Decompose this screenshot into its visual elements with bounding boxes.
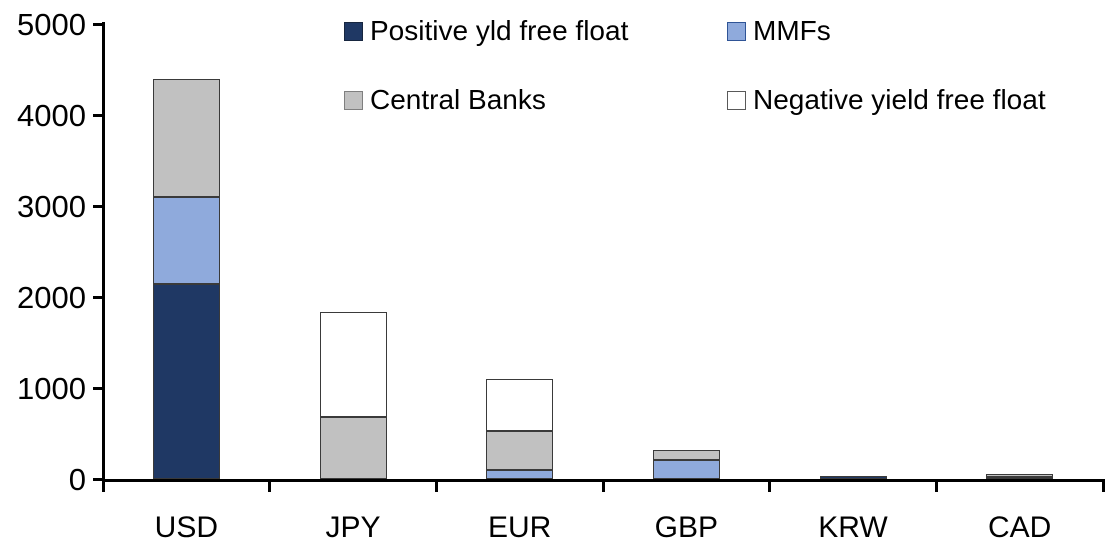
x-axis-tick (101, 479, 105, 492)
bar-segment-cad-central-banks (986, 474, 1054, 477)
legend-label: Positive yld free float (370, 15, 629, 46)
y-axis-tick-label: 2000 (17, 279, 86, 315)
x-axis-tick (434, 479, 438, 492)
legend-swatch-icon (344, 91, 363, 110)
x-axis-label-krw: KRW (818, 511, 888, 544)
legend-swatch-icon (727, 22, 746, 41)
bar-segment-usd-mmfs (152, 197, 220, 284)
y-axis-tick (93, 478, 105, 481)
y-axis-tick (93, 296, 105, 299)
x-axis-label-eur: EUR (487, 511, 552, 544)
x-axis-tick (601, 479, 605, 492)
y-axis-tick (93, 387, 105, 390)
x-axis-tick (768, 479, 772, 492)
bar-segment-usd-central-banks (152, 79, 220, 198)
y-axis-tick-label: 1000 (17, 370, 86, 406)
bar-segment-cad-positive-yld-free-float (986, 476, 1054, 480)
bar-segment-usd-positive-yld-free-float (152, 283, 220, 480)
bar-segment-eur-negative-yield-free-float (486, 379, 554, 432)
legend-label: Central Banks (370, 84, 546, 115)
y-axis-tick-label: 5000 (17, 6, 86, 42)
y-axis-tick-label: 3000 (17, 188, 86, 224)
y-axis-line (102, 22, 105, 482)
y-axis-tick (93, 23, 105, 26)
x-axis-label-jpy: JPY (325, 511, 381, 544)
x-axis-label-usd: USD (154, 511, 218, 544)
legend-swatch-icon (727, 91, 746, 110)
x-axis-tick (1101, 479, 1105, 492)
bar-segment-eur-central-banks (486, 431, 554, 471)
bar-segment-gbp-mmfs (652, 460, 720, 480)
legend-swatch-icon (344, 22, 363, 41)
y-axis-tick (93, 114, 105, 117)
bar-segment-jpy-central-banks (319, 416, 387, 480)
legend-label: MMFs (753, 15, 831, 46)
y-axis-tick (93, 205, 105, 208)
bar-segment-eur-mmfs (486, 470, 554, 480)
bar-segment-gbp-central-banks (652, 450, 720, 461)
x-axis-label-cad: CAD (987, 511, 1052, 544)
bar-segment-krw-positive-yld-free-float (819, 475, 887, 480)
x-axis-label-gbp: GBP (654, 511, 718, 544)
x-axis-tick (268, 479, 272, 492)
bar-segment-jpy-negative-yield-free-float (319, 312, 387, 417)
legend-label: Negative yield free float (753, 84, 1046, 115)
x-axis-tick (934, 479, 938, 492)
y-axis-tick-label: 0 (68, 461, 86, 497)
y-axis-tick-label: 4000 (17, 97, 86, 133)
